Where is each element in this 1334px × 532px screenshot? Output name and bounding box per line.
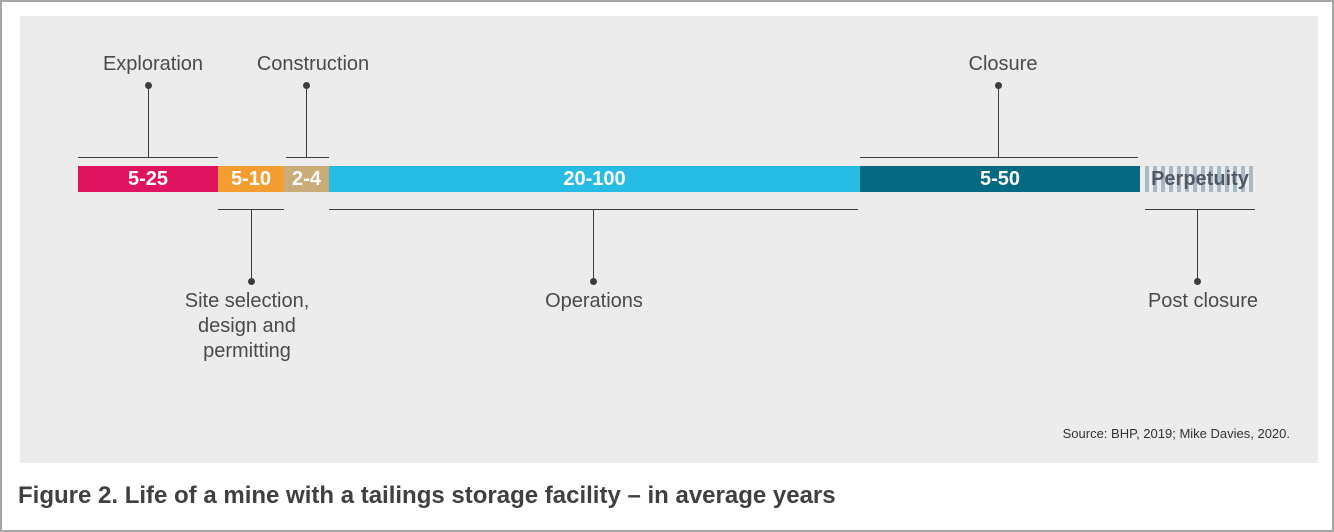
figure-caption: Figure 2. Life of a mine with a tailings… (18, 482, 836, 509)
segment-operations: 20-100 (329, 166, 860, 192)
segment-site-selection: 5-10 (218, 166, 284, 192)
source-note: Source: BHP, 2019; Mike Davies, 2020. (1062, 426, 1290, 441)
label-post-closure: Post closure (1147, 290, 1259, 312)
callout-line-operations (593, 209, 594, 279)
label-operations: Operations (545, 290, 643, 312)
label-exploration: Exploration (102, 53, 204, 75)
label-closure: Closure (968, 53, 1038, 75)
callout-line-post-closure (1197, 209, 1198, 279)
timeline-panel (20, 16, 1318, 463)
callout-dot-site-selection (248, 278, 255, 285)
callout-line-construction (306, 85, 307, 157)
label-construction: Construction (256, 53, 370, 75)
callout-dot-post-closure (1194, 278, 1201, 285)
segment-closure: 5-50 (860, 166, 1140, 192)
label-site-selection: Site selection, design and permitting (184, 290, 310, 362)
segment-post-closure: Perpetuity (1145, 166, 1255, 192)
bracket-post-closure (1145, 209, 1255, 210)
callout-line-exploration (148, 85, 149, 157)
bracket-closure (860, 157, 1138, 158)
segment-construction: 2-4 (284, 166, 329, 192)
callout-line-closure (998, 85, 999, 157)
bracket-construction (286, 157, 329, 158)
bracket-exploration (78, 157, 218, 158)
callout-line-site-selection (251, 209, 252, 279)
callout-dot-operations (590, 278, 597, 285)
segment-exploration: 5-25 (78, 166, 218, 192)
